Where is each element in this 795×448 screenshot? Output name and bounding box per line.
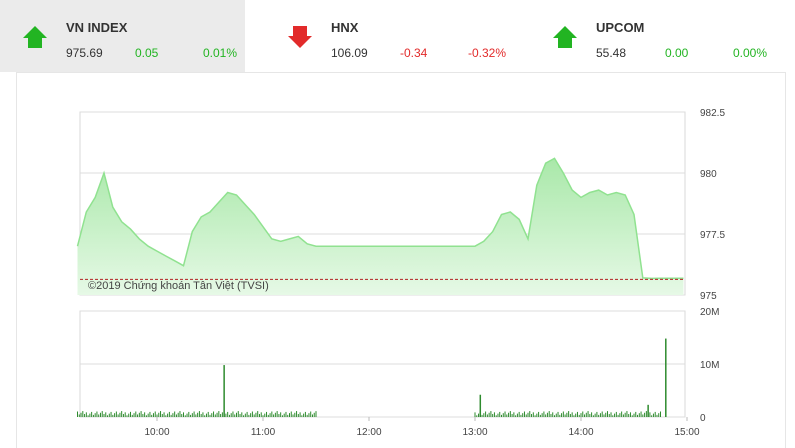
arrow-down-icon bbox=[288, 26, 312, 48]
index-change: 0.00 bbox=[665, 46, 689, 60]
price-area-fill bbox=[77, 158, 684, 295]
volume-tick-label: 10M bbox=[700, 360, 719, 371]
x-tick-label: 15:00 bbox=[674, 427, 699, 438]
price-tick-label: 980 bbox=[700, 169, 717, 180]
tab-name: UPCOM bbox=[596, 20, 645, 35]
x-tick-label: 14:00 bbox=[568, 427, 593, 438]
index-percent: 0.01% bbox=[203, 46, 238, 60]
chart-panel bbox=[16, 72, 786, 448]
tab-name: VN INDEX bbox=[66, 20, 128, 35]
tab-hnx[interactable]: HNX 106.09 -0.34 -0.32% bbox=[265, 0, 510, 72]
volume-tick-label: 20M bbox=[700, 307, 719, 318]
index-value: 55.48 bbox=[596, 46, 627, 60]
x-tick-label: 11:00 bbox=[251, 427, 276, 438]
x-tick-label: 10:00 bbox=[144, 427, 169, 438]
tab-name: HNX bbox=[331, 20, 359, 35]
chart-watermark: ©2019 Chứng khoán Tân Việt (TVSI) bbox=[88, 280, 269, 292]
x-tick-label: 12:00 bbox=[356, 427, 381, 438]
tab-upcom[interactable]: UPCOM 55.48 0.00 0.00% bbox=[530, 0, 775, 72]
tab-vn-index[interactable]: VN INDEX 975.69 0.05 0.01% bbox=[0, 0, 245, 72]
price-tick-label: 977.5 bbox=[700, 230, 725, 241]
price-line bbox=[76, 157, 684, 280]
index-value: 106.09 bbox=[331, 46, 368, 60]
volume-tick-label: 0 bbox=[700, 413, 706, 424]
index-change: -0.34 bbox=[400, 46, 428, 60]
arrow-up-icon bbox=[553, 26, 577, 48]
price-tick-label: 982.5 bbox=[700, 108, 725, 119]
price-tick-label: 975 bbox=[700, 291, 717, 302]
index-percent: -0.32% bbox=[468, 46, 507, 60]
index-change: 0.05 bbox=[135, 46, 159, 60]
x-tick-label: 13:00 bbox=[462, 427, 487, 438]
arrow-up-icon bbox=[23, 26, 47, 48]
index-value: 975.69 bbox=[66, 46, 103, 60]
index-percent: 0.00% bbox=[733, 46, 768, 60]
index-tabs: VN INDEX 975.69 0.05 0.01% HNX 106.09 -0… bbox=[0, 0, 795, 72]
